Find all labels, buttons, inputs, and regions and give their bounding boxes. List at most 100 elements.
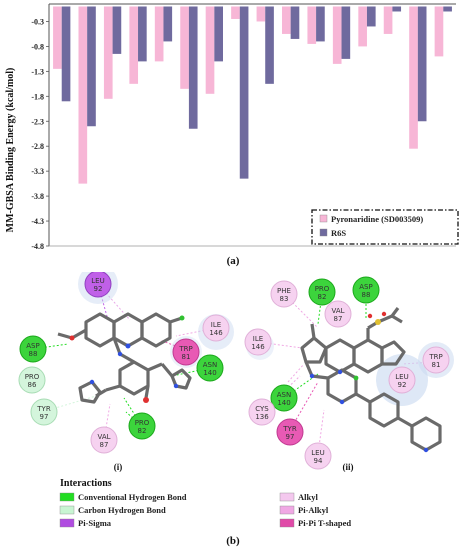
interaction-label: Alkyl: [298, 492, 318, 502]
diagram-ii-label: (ii): [343, 462, 354, 472]
bar-r6s: [290, 6, 300, 39]
bar-r6s: [188, 6, 198, 129]
residue-number: 97: [286, 433, 295, 441]
bar-pyronaridine: [434, 6, 444, 57]
residue-number: 146: [251, 343, 265, 351]
legend-swatch: [319, 228, 328, 237]
residue-number: 83: [280, 295, 289, 303]
interactions-legend: Interactions Conventional Hydrogen Bond C…: [59, 478, 351, 528]
bar-pyronaridine: [53, 6, 62, 69]
bar-pyronaridine: [383, 6, 393, 34]
residue-name: PRO: [315, 285, 330, 293]
interaction-label: Conventional Hydrogen Bond: [78, 492, 187, 502]
residue-name: PRO: [25, 373, 40, 381]
residue-name: ASP: [359, 283, 372, 291]
y-tick-label: -0.8: [31, 42, 44, 51]
bar-pyronaridine: [332, 6, 342, 64]
residue-number: 97: [40, 413, 49, 421]
y-tick-label: -0.3: [31, 17, 44, 26]
interaction-swatch: [59, 518, 75, 528]
bar-pyronaridine: [307, 6, 317, 44]
bar-pyronaridine: [78, 6, 88, 184]
chart-legend: Pyronaridine (SD003509) R6S: [311, 209, 459, 245]
interaction-label: Pi-Sigma: [78, 518, 112, 528]
bar-r6s: [443, 6, 452, 12]
y-tick-label: -3.3: [31, 167, 44, 176]
residue-number: 88: [29, 350, 38, 358]
bar-r6s: [341, 6, 351, 59]
bar-r6s: [138, 6, 147, 62]
residue-name: ASN: [203, 361, 217, 369]
svg-text:MM-GBSA Binding Energy (kcal/m: MM-GBSA Binding Energy (kcal/mol): [5, 68, 16, 233]
residue-number: 88: [362, 291, 371, 299]
interactions-title: Interactions: [60, 478, 112, 489]
bar-r6s: [214, 6, 223, 62]
interaction-swatch: [279, 492, 295, 502]
y-tick-label: -1.8: [31, 92, 44, 101]
bar-r6s: [112, 6, 122, 54]
interaction-swatch: [59, 505, 75, 515]
diagram-ii: PRO82ASP88PHE83VAL87ILE146ASN140CYS136TY…: [244, 276, 454, 470]
bar-pyronaridine: [282, 6, 291, 34]
residue-name: ASN: [277, 391, 291, 399]
legend-swatch: [319, 214, 328, 223]
x-category-label: MET149: [441, 0, 466, 2]
x-axis-category-labels: TRP81PRO82PHE83GLN85PRO86VAL87ASP88LEU92…: [59, 0, 466, 2]
residue-name: LEU: [311, 449, 324, 457]
residue-number: 146: [209, 329, 223, 337]
residue-number: 87: [334, 315, 343, 323]
residue-number: 86: [28, 381, 37, 389]
bar-r6s: [417, 6, 427, 122]
bar-r6s: [163, 6, 173, 42]
y-axis-ticks: -0.3 -0.8 -1.3 -1.8 -2.3 -2.8 -3.3 -3.8 -4.3 -4.8: [31, 17, 49, 251]
bar-pyronaridine: [103, 6, 113, 99]
residue-number: 140: [277, 399, 290, 407]
bar-pyronaridine: [205, 6, 215, 94]
bar-pyronaridine: [180, 6, 189, 89]
y-tick-label: -4.3: [31, 217, 44, 226]
x-category-label: ASP145: [390, 0, 415, 2]
residue-name: TRP: [428, 353, 442, 361]
bar-r6s: [239, 6, 249, 179]
residue-number: 92: [398, 381, 407, 389]
bar-pyronaridine: [154, 6, 164, 62]
interaction-label: Pi-Pi T-shaped: [298, 518, 351, 528]
residue-name: ILE: [253, 335, 263, 343]
residue-number: 94: [314, 457, 323, 465]
interaction-label: Carbon Hydrogen Bond: [78, 505, 166, 515]
interaction-swatch: [279, 518, 295, 528]
y-tick-label: -3.8: [31, 192, 44, 201]
residue-number: 140: [203, 369, 216, 377]
bar-r6s: [87, 6, 96, 127]
diagram-i: LEU92TRP81ILE146ASN140ASP88PRO86TYR97PRO…: [18, 272, 234, 454]
binding-energy-chart: MM-GBSA Binding Energy (kcal/mol) -0.3 -0…: [5, 0, 466, 267]
y-tick-label: -2.8: [31, 142, 44, 151]
y-tick-label: -2.3: [31, 117, 44, 126]
residue-name: VAL: [97, 433, 110, 441]
bar-pyronaridine: [231, 6, 240, 19]
residue-name: PHE: [277, 287, 291, 295]
residue-name: TRP: [178, 345, 192, 353]
residue-name: CYS: [255, 405, 269, 413]
x-category-label: GLN85: [136, 0, 160, 2]
